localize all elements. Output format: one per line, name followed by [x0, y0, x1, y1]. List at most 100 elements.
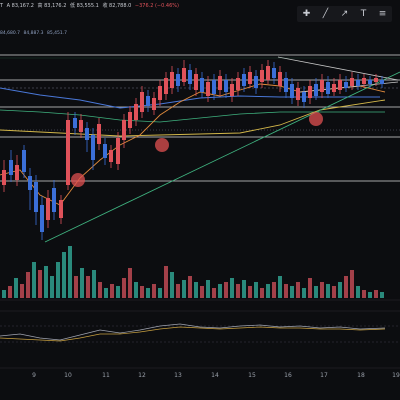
volume-bar: [32, 262, 36, 298]
x-label: 10: [64, 372, 72, 379]
volume-bar: [380, 292, 384, 298]
volume-bar: [116, 286, 120, 298]
candle: [326, 82, 330, 94]
ma-value-3: 85,451.7: [46, 31, 68, 36]
candle: [368, 80, 372, 84]
volume-bar: [296, 282, 300, 298]
volume-bar: [26, 272, 30, 298]
candle: [320, 80, 324, 92]
volume-bar: [224, 282, 228, 298]
volume-bar: [278, 276, 282, 298]
candle: [362, 78, 366, 84]
fib-icon[interactable]: ≡: [378, 9, 387, 19]
high-value: 高 83,176.2: [37, 3, 67, 9]
volume-bar: [320, 282, 324, 298]
signal-marker: [71, 173, 85, 187]
volume-bar: [290, 286, 294, 298]
candle: [28, 176, 32, 190]
volume-bar: [260, 288, 264, 298]
candle: [224, 80, 228, 92]
volume-bar: [218, 284, 222, 298]
volume-bar: [38, 270, 42, 298]
volume-bar: [104, 288, 108, 298]
volume-bar: [236, 284, 240, 298]
candle: [290, 84, 294, 98]
volume-bar: [194, 282, 198, 298]
volume-bar: [362, 290, 366, 298]
volume-bar: [110, 284, 114, 298]
candle: [380, 80, 384, 84]
trendline: [277, 56, 399, 81]
low-value: 低 83,555.1: [69, 3, 99, 9]
text-icon[interactable]: T: [360, 9, 367, 19]
candle: [350, 78, 354, 86]
volume-bar: [56, 262, 60, 298]
candle: [52, 188, 56, 212]
volume-bar: [146, 288, 150, 298]
volume-bar: [20, 284, 24, 298]
candle: [308, 86, 312, 98]
candle: [46, 198, 50, 220]
candle: [176, 74, 180, 86]
crosshair-icon[interactable]: ✚: [302, 9, 311, 19]
x-label: 14: [211, 372, 219, 379]
candle: [182, 68, 186, 82]
volume-bar: [200, 286, 204, 298]
x-label: 19: [392, 372, 400, 379]
volume-bar: [368, 292, 372, 298]
volume-bar: [302, 288, 306, 298]
ma-value-1: 84,680.7: [0, 31, 21, 36]
volume-bar: [8, 286, 12, 298]
volume-bar: [230, 278, 234, 298]
x-label: 9: [32, 372, 36, 379]
candle: [278, 72, 282, 86]
volume-bar: [374, 290, 378, 298]
volume-bar: [80, 268, 84, 298]
ma-legend: 84,680.7 84,887.3 85,451.7: [0, 31, 69, 36]
candle: [116, 138, 120, 164]
candle: [206, 82, 210, 96]
volume-bar: [326, 284, 330, 298]
volume-bar: [284, 284, 288, 298]
candle: [230, 84, 234, 96]
ohlc-header: T A 83,167.2 高 83,176.2 低 83,555.1 收 82,…: [0, 2, 181, 9]
candle: [85, 128, 89, 140]
volume-bar: [86, 276, 90, 298]
change-value: −376.2 (−0.46%): [134, 3, 179, 9]
candle: [236, 78, 240, 90]
candle: [356, 80, 360, 86]
x-label: 13: [174, 372, 182, 379]
candle: [152, 98, 156, 110]
volume-bar: [122, 278, 126, 298]
candle: [266, 66, 270, 80]
candle: [338, 80, 342, 90]
volume-bar: [98, 282, 102, 298]
volume-bar: [128, 268, 132, 298]
symbol-fragment: T: [0, 3, 4, 9]
candle: [158, 86, 162, 100]
candle: [79, 120, 83, 132]
candle: [212, 80, 216, 94]
candle: [146, 96, 150, 106]
candle: [73, 118, 77, 128]
volume-bar: [314, 286, 318, 298]
arrow-icon[interactable]: ↗: [340, 9, 349, 19]
moving-average-line: [0, 109, 385, 123]
volume-bar: [134, 282, 138, 298]
candle: [97, 124, 101, 144]
x-label: 17: [320, 372, 328, 379]
volume-bar: [92, 270, 96, 298]
volume-bar: [2, 290, 6, 298]
moving-average-line: [0, 83, 386, 206]
trendline-icon[interactable]: ╱: [322, 9, 329, 19]
candle: [254, 76, 258, 88]
candle: [22, 150, 26, 172]
candle: [103, 144, 107, 158]
volume-bar: [212, 288, 216, 298]
candle: [2, 170, 6, 185]
candle: [9, 160, 13, 175]
candle: [272, 68, 276, 78]
x-label: 12: [138, 372, 146, 379]
